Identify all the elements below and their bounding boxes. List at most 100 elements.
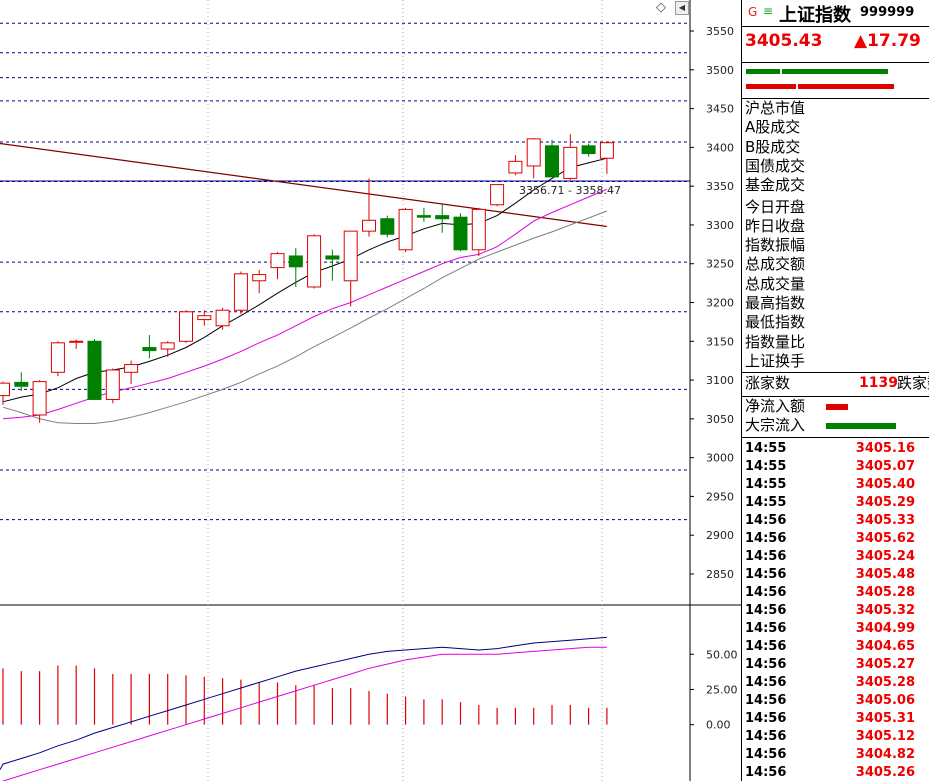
diamond-icon[interactable]: ◇ — [656, 0, 666, 15]
tick-value: 3404.65 — [855, 639, 915, 654]
candle-body — [252, 274, 267, 282]
candle-body — [69, 340, 84, 343]
candle-body — [105, 369, 120, 400]
tick-value: 3405.33 — [855, 513, 915, 528]
price-tick-label: 3200 — [706, 297, 734, 310]
divider — [742, 98, 929, 99]
candle-body — [270, 253, 285, 269]
candle-body — [416, 215, 431, 218]
indicator-line-2 — [2, 646, 607, 781]
price-change: ▲17.79 — [854, 31, 921, 51]
tick-value: 3405.27 — [855, 657, 915, 672]
tick-time: 14:56 — [745, 729, 787, 744]
trend-line — [0, 142, 607, 228]
candle-body — [453, 216, 468, 251]
candle-body — [288, 255, 303, 268]
info-label: 今日开盘 — [745, 197, 806, 216]
tick-row: 14:56 3405.06 — [742, 692, 929, 710]
block-inflow-row: 大宗流入 — [745, 416, 805, 435]
info-label: 国债成交 — [745, 156, 806, 175]
candle-body — [0, 382, 10, 397]
candle-body — [563, 146, 578, 179]
breadth-bar-green-1 — [746, 69, 780, 74]
tick-time: 14:55 — [745, 459, 787, 474]
info-label: 指数振幅 — [745, 236, 806, 255]
moving-averages — [2, 157, 608, 424]
tick-time: 14:56 — [745, 621, 787, 636]
divider — [742, 62, 929, 63]
tick-time: 14:56 — [745, 675, 787, 690]
candle-body — [142, 346, 157, 352]
candlesticks: 3356.71 - 3358.47 — [0, 134, 621, 423]
info-label: 昨日收盘 — [745, 216, 806, 235]
index-code: 999999 — [860, 5, 915, 20]
tick-value: 3405.29 — [855, 495, 915, 510]
tick-value: 3405.24 — [855, 549, 915, 564]
tick-row: 14:56 3405.12 — [742, 728, 929, 746]
divider — [742, 26, 929, 27]
info-label: 上证换手 — [745, 351, 806, 370]
up-count-value: 1139 — [859, 375, 898, 391]
price-tick-label: 3150 — [706, 335, 734, 348]
tick-value: 3404.82 — [855, 747, 915, 762]
divider — [742, 396, 929, 397]
price-tick-label: 3550 — [706, 25, 734, 38]
candle-body — [160, 342, 175, 350]
candle-body — [599, 142, 614, 159]
tick-row: 14:56 3405.33 — [742, 512, 929, 530]
price-tick-label: 2850 — [706, 568, 734, 581]
candle-body — [124, 364, 139, 373]
current-price: 3405.43 — [745, 31, 823, 51]
price-tick-label: 3000 — [706, 452, 734, 465]
tick-time: 14:56 — [745, 603, 787, 618]
index-name: 上证指数 — [779, 5, 851, 26]
info-label: A股成交 — [745, 118, 801, 137]
tick-value: 3405.28 — [855, 675, 915, 690]
net-inflow-bar — [826, 404, 848, 410]
candle-body — [526, 138, 541, 167]
candle-body — [581, 145, 596, 155]
candle-body — [307, 235, 322, 288]
menu-icon[interactable]: ≡ — [763, 4, 774, 18]
g-icon[interactable]: G — [748, 5, 758, 19]
scroll-left-icon[interactable]: ◀ — [675, 1, 689, 15]
candle-body — [490, 184, 505, 206]
tick-value: 3405.28 — [855, 585, 915, 600]
tick-row: 14:56 3404.82 — [742, 746, 929, 764]
info-label: 最高指数 — [745, 294, 806, 312]
candle-body — [233, 273, 248, 311]
tick-row: 14:56 3405.28 — [742, 584, 929, 602]
indicator-panel: 0.00 25.00 50.00 — [0, 636, 738, 781]
tick-time: 14:56 — [745, 765, 787, 780]
net-inflow-label: 净流入额 — [745, 397, 806, 415]
tick-row: 14:56 3405.62 — [742, 530, 929, 548]
candle-body — [471, 208, 486, 251]
price-tick-label: 3300 — [706, 219, 734, 232]
candle-body — [508, 160, 523, 174]
tick-value: 3405.06 — [855, 693, 915, 708]
tick-row: 14:56 3405.24 — [742, 548, 929, 566]
quote-header: G ≡ 上证指数 999999 — [742, 0, 929, 26]
info-label: 基金成交 — [745, 176, 806, 195]
tick-row: 14:56 3404.65 — [742, 638, 929, 656]
tick-value: 3405.40 — [855, 477, 915, 492]
tick-value: 3405.31 — [855, 711, 915, 726]
tick-value: 3405.62 — [855, 531, 915, 546]
indicator-tick-label: 0.00 — [706, 719, 731, 732]
divider — [742, 437, 929, 438]
candle-body — [179, 311, 193, 342]
tick-row: 14:56 3405.28 — [742, 674, 929, 692]
tick-time: 14:56 — [745, 549, 787, 564]
price-axis: 2850 2900 2950 3000 3050 3100 3150 3200 3250 3300… — [690, 25, 734, 581]
info-label: 总成交量 — [745, 274, 806, 293]
tick-time: 14:55 — [745, 495, 787, 510]
kline-chart[interactable]: 2850 2900 2950 3000 3050 3100 3150 3200 3250 3300… — [0, 0, 741, 781]
tick-time: 14:56 — [745, 639, 787, 654]
tick-row: 14:55 3405.29 — [742, 494, 929, 512]
tick-value: 3405.07 — [855, 459, 915, 474]
tick-row: 14:55 3405.40 — [742, 476, 929, 494]
tick-row: 14:56 3405.31 — [742, 710, 929, 728]
info-label: 指数量比 — [745, 332, 806, 351]
tick-time: 14:56 — [745, 531, 787, 546]
tick-row: 14:56 3405.48 — [742, 566, 929, 584]
